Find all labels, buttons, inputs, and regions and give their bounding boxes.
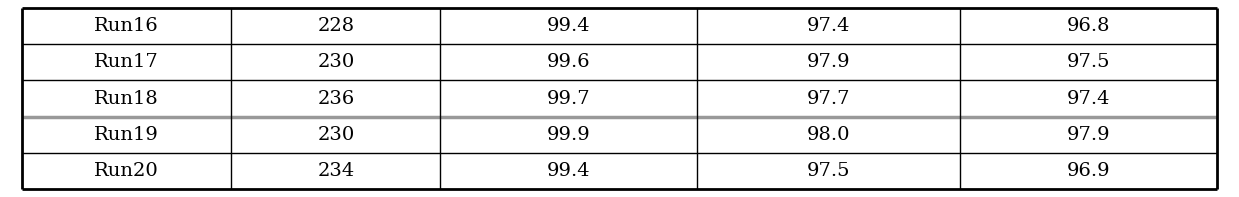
Text: 97.9: 97.9 bbox=[807, 53, 850, 71]
Text: Run17: Run17 bbox=[94, 53, 159, 71]
Text: 97.5: 97.5 bbox=[807, 162, 850, 180]
Text: 99.7: 99.7 bbox=[546, 89, 591, 108]
Text: Run18: Run18 bbox=[94, 89, 159, 108]
Text: 97.9: 97.9 bbox=[1067, 126, 1110, 144]
Text: Run20: Run20 bbox=[94, 162, 159, 180]
Text: 234: 234 bbox=[317, 162, 354, 180]
Text: Run16: Run16 bbox=[94, 17, 159, 35]
Text: 98.0: 98.0 bbox=[807, 126, 850, 144]
Text: 228: 228 bbox=[317, 17, 354, 35]
Text: 97.4: 97.4 bbox=[1067, 89, 1110, 108]
Text: 99.6: 99.6 bbox=[546, 53, 591, 71]
Text: 97.4: 97.4 bbox=[807, 17, 850, 35]
Text: 97.7: 97.7 bbox=[807, 89, 850, 108]
Text: 230: 230 bbox=[317, 126, 354, 144]
Text: 97.5: 97.5 bbox=[1067, 53, 1110, 71]
Text: 96.9: 96.9 bbox=[1067, 162, 1110, 180]
Text: 99.9: 99.9 bbox=[546, 126, 591, 144]
Text: 96.8: 96.8 bbox=[1067, 17, 1110, 35]
Text: 99.4: 99.4 bbox=[546, 162, 591, 180]
Text: 236: 236 bbox=[317, 89, 354, 108]
Text: 230: 230 bbox=[317, 53, 354, 71]
Text: Run19: Run19 bbox=[94, 126, 160, 144]
Text: 99.4: 99.4 bbox=[546, 17, 591, 35]
